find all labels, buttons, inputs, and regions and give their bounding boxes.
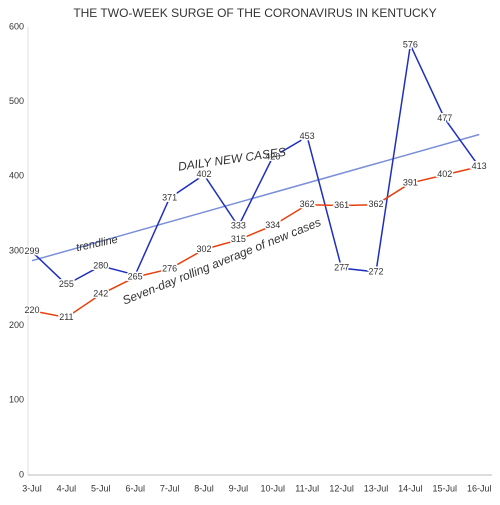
data-label: 277 (334, 263, 349, 273)
data-label: 272 (368, 266, 383, 276)
data-label: 280 (93, 260, 108, 270)
data-label: 413 (472, 161, 487, 171)
trendline (31, 133, 480, 262)
y-tick-label: 200 (9, 320, 24, 330)
data-label: 391 (403, 177, 418, 187)
data-label: 334 (265, 220, 280, 230)
data-label: 242 (93, 289, 108, 299)
data-label: 276 (162, 263, 177, 273)
series-annotation: DAILY NEW CASES (177, 145, 287, 174)
x-tick-label: 11-Jul (295, 483, 319, 493)
series-line (31, 42, 480, 286)
series-line (31, 165, 480, 319)
x-tick-label: 12-Jul (329, 483, 354, 493)
data-label: 576 (403, 39, 418, 49)
x-tick-label: 6-Jul (125, 483, 145, 493)
y-tick-label: 600 (9, 21, 24, 31)
data-label: 453 (300, 131, 315, 141)
data-label: 362 (368, 199, 383, 209)
data-label: 402 (196, 169, 211, 179)
data-label: 426 (265, 151, 280, 161)
trend-label: trendline (75, 234, 119, 255)
x-tick-label: 7-Jul (160, 483, 180, 493)
data-label: 402 (437, 169, 452, 179)
x-tick-label: 10-Jul (261, 483, 286, 493)
data-label: 265 (128, 272, 143, 282)
x-tick-label: 4-Jul (57, 483, 77, 493)
data-label: 362 (300, 199, 315, 209)
x-tick-label: 9-Jul (229, 483, 249, 493)
x-tick-label: 8-Jul (194, 483, 214, 493)
x-tick-label: 5-Jul (91, 483, 111, 493)
data-label: 477 (437, 113, 452, 123)
y-tick-label: 500 (9, 96, 24, 106)
data-label: 299 (24, 246, 39, 256)
y-tick-label: 300 (9, 245, 24, 255)
data-label: 302 (196, 244, 211, 254)
x-tick-label: 13-Jul (364, 483, 389, 493)
data-label: 371 (162, 192, 177, 202)
chart-title: THE TWO-WEEK SURGE OF THE CORONAVIRUS IN… (73, 6, 436, 20)
data-label: 211 (59, 312, 73, 322)
data-label: 315 (231, 234, 246, 244)
x-tick-label: 15-Jul (433, 483, 458, 493)
y-tick-label: 0 (19, 469, 24, 479)
data-label: 361 (334, 200, 349, 210)
x-tick-label: 14-Jul (398, 483, 423, 493)
y-tick-label: 400 (9, 171, 24, 181)
data-label: 333 (231, 221, 246, 231)
data-label: 220 (24, 305, 39, 315)
y-tick-label: 100 (9, 395, 24, 405)
x-tick-label: 16-Jul (467, 483, 492, 493)
x-tick-label: 3-Jul (22, 483, 42, 493)
series-annotation: Seven-day rolling average of new cases (120, 215, 323, 308)
data-label: 255 (59, 279, 74, 289)
data-label: 413 (472, 161, 487, 171)
